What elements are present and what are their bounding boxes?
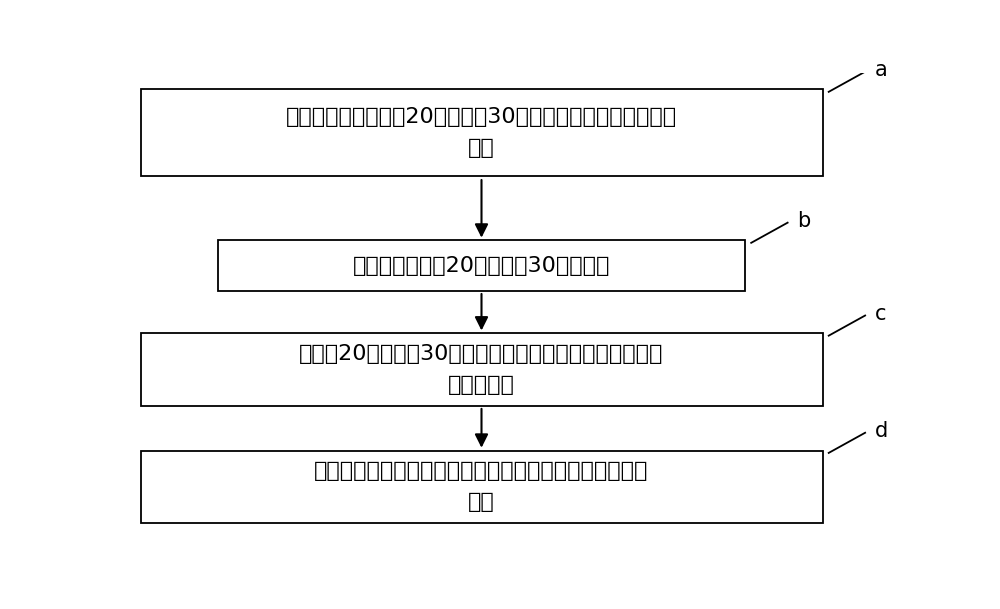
Text: 电感: 电感 — [468, 493, 495, 512]
Bar — [218, 241, 745, 291]
Bar — [140, 451, 822, 523]
Text: c: c — [874, 304, 886, 324]
Text: a: a — [874, 60, 887, 80]
Text: 将封装好的半成品进行烘烤及折弯脚处理，形成一体成型: 将封装好的半成品进行烘烤及折弯脚处理，形成一体成型 — [314, 462, 649, 482]
Bar — [140, 333, 822, 406]
Text: 用包覆剂溶剂对线圈20及导线架30的部分区域或全部区域进行: 用包覆剂溶剂对线圈20及导线架30的部分区域或全部区域进行 — [286, 107, 677, 127]
Text: 喷涂: 喷涂 — [468, 138, 495, 158]
Text: 将线圈20和导线架30放入磁粉中进行封装，形成一体成型: 将线圈20和导线架30放入磁粉中进行封装，形成一体成型 — [299, 344, 664, 364]
Text: b: b — [797, 211, 810, 231]
Bar — [140, 90, 822, 176]
Text: 电感半成品: 电感半成品 — [448, 375, 515, 395]
Text: d: d — [874, 421, 888, 442]
Text: 将喷涂完的线圈20和导线架30进行固化: 将喷涂完的线圈20和导线架30进行固化 — [353, 256, 610, 276]
